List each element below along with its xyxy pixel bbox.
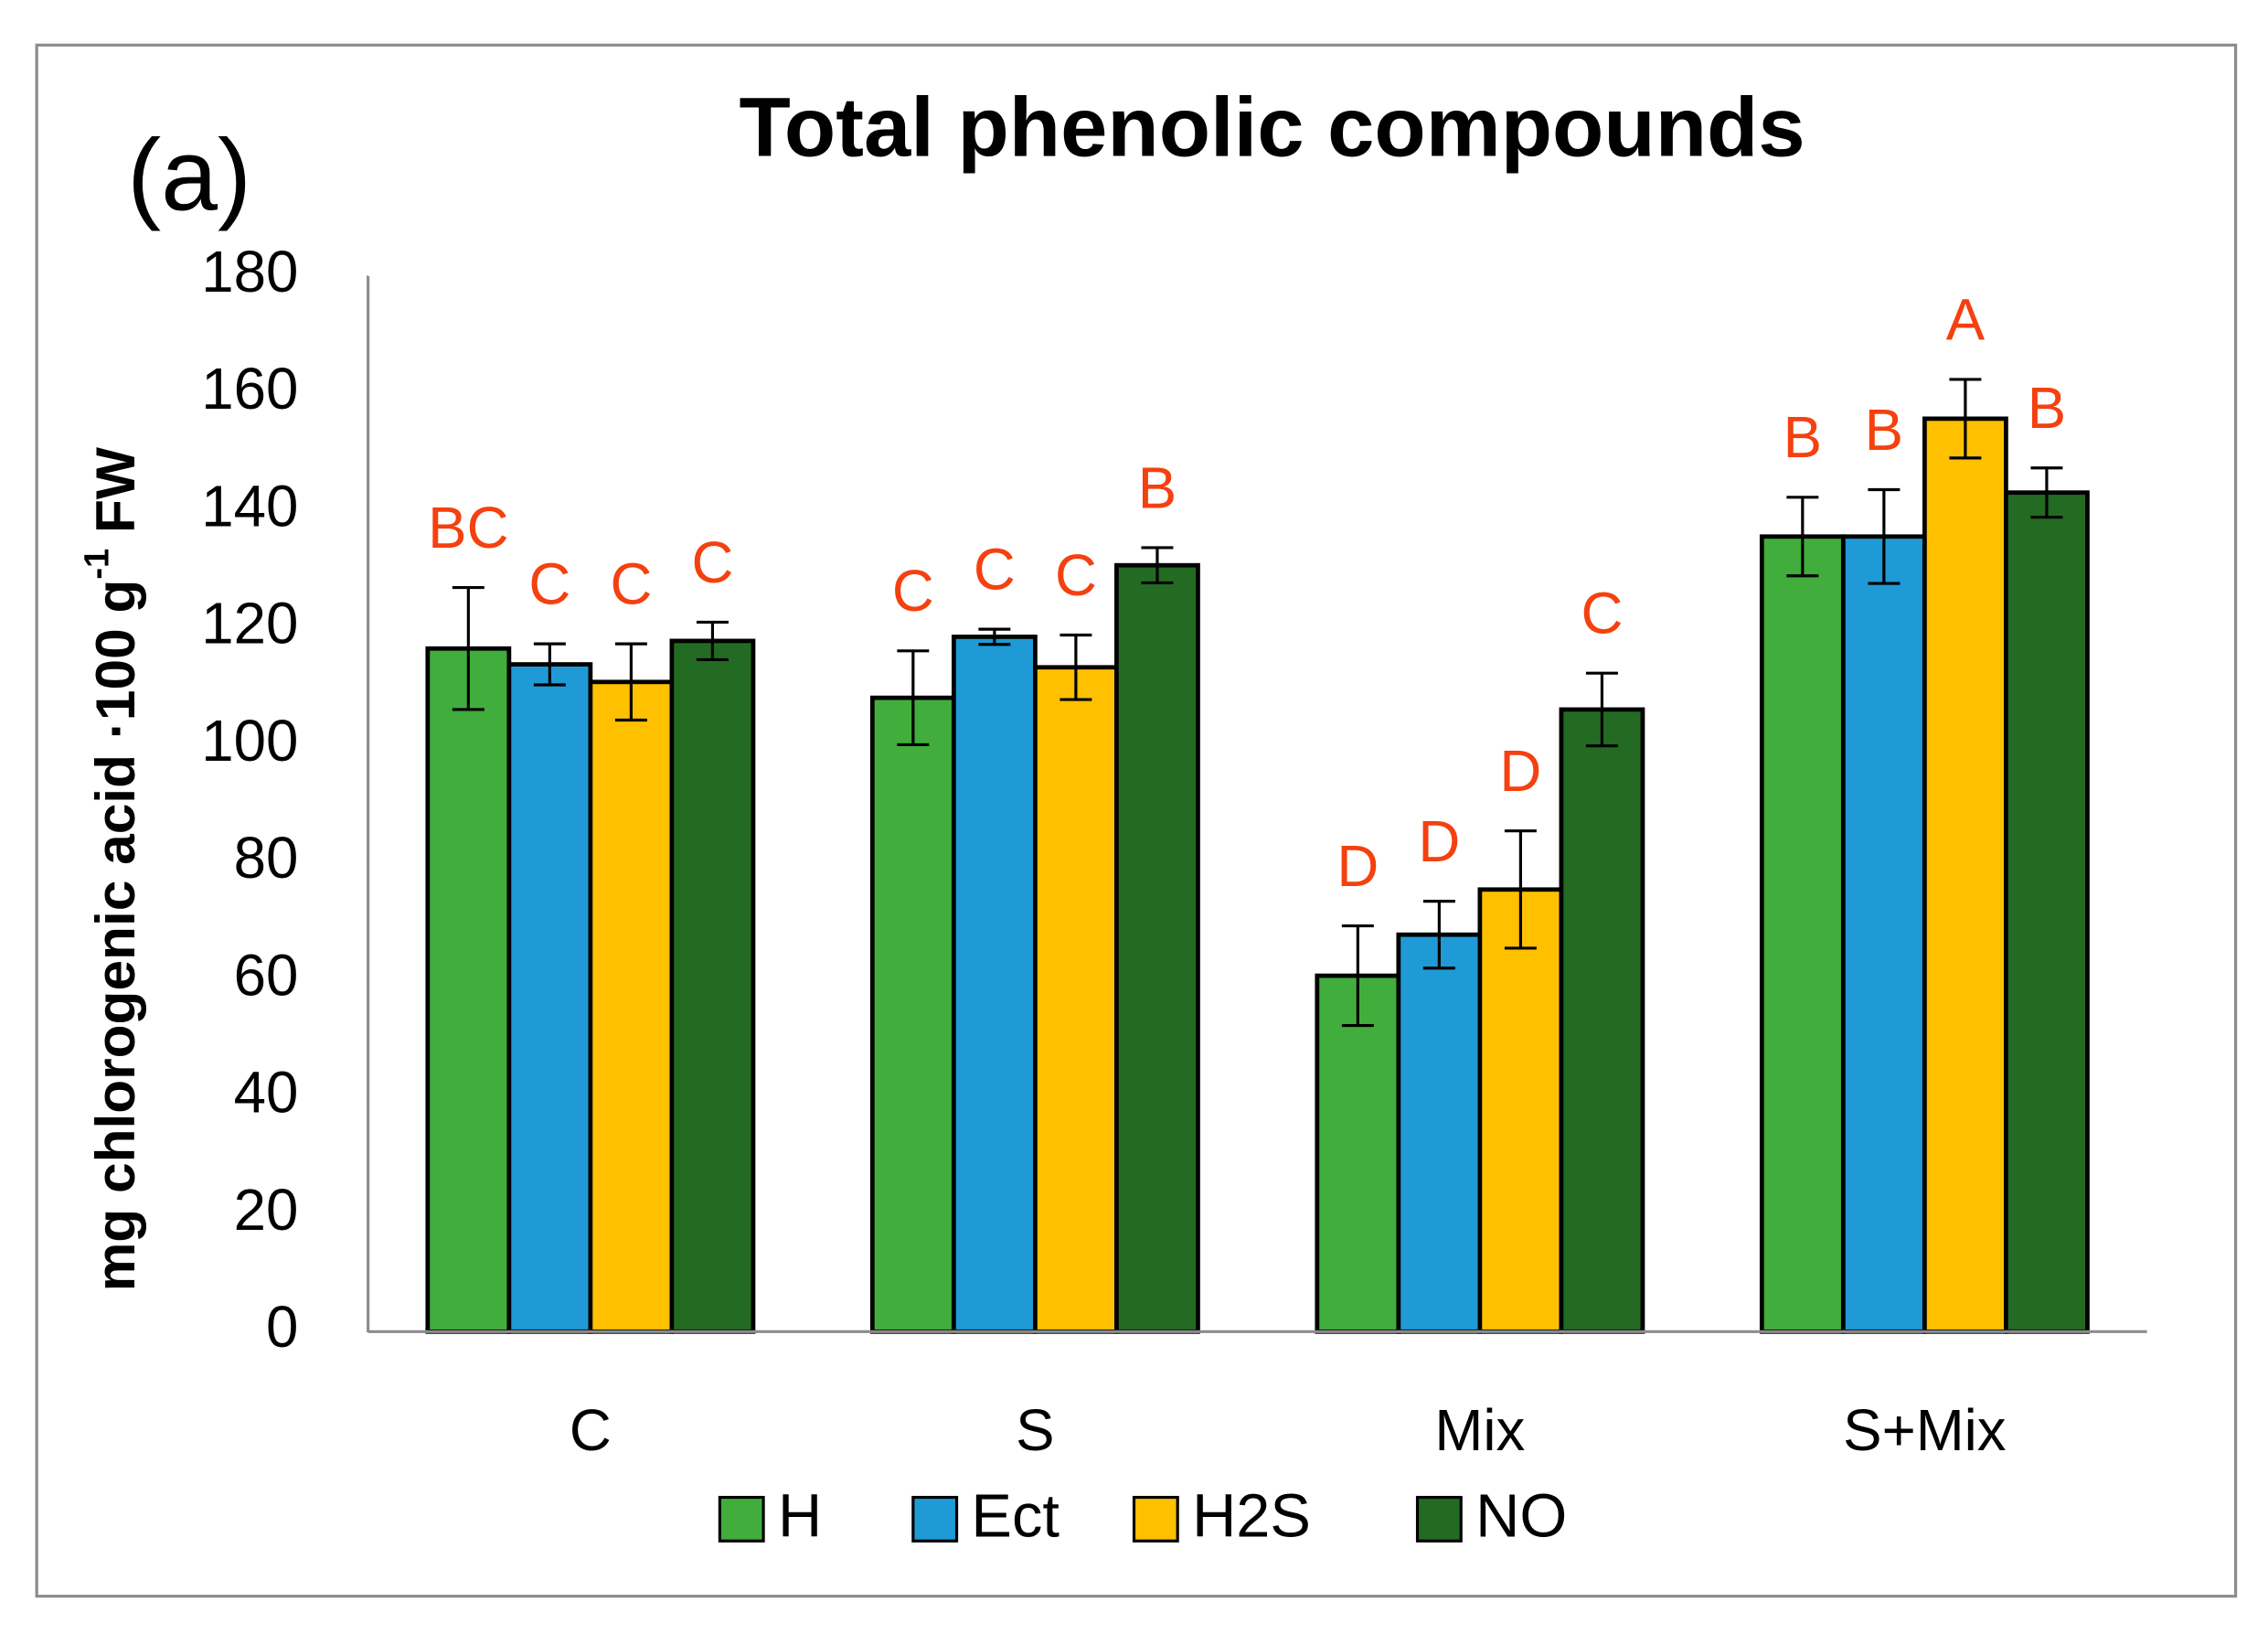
significance-letter: A	[1946, 287, 1986, 352]
error-bar	[1786, 496, 1819, 578]
error-bar	[452, 585, 484, 711]
bar	[1759, 534, 1846, 1334]
error-bar	[897, 649, 930, 747]
significance-letter: D	[1336, 834, 1379, 899]
legend-label: Ect	[971, 1483, 1059, 1551]
significance-letter: D	[1418, 809, 1460, 874]
bar	[588, 679, 675, 1334]
significance-letter: C	[528, 552, 570, 617]
significance-letter: C	[892, 559, 934, 624]
x-tick-label: Mix	[1434, 1398, 1525, 1463]
significance-letter: B	[2028, 376, 2066, 441]
chart-title: Total phenolic compounds	[739, 80, 1805, 175]
y-label-text-end: FW	[84, 447, 146, 549]
y-label-superscript: -1	[78, 549, 117, 580]
error-bar	[696, 620, 729, 662]
error-bar	[1868, 487, 1901, 585]
x-tick-label: S	[1016, 1398, 1054, 1463]
y-tick-label: 140	[201, 474, 298, 539]
error-bar	[1341, 924, 1374, 1028]
error-bar	[2030, 466, 2063, 519]
bar	[951, 635, 1038, 1334]
bar	[1396, 932, 1483, 1334]
x-tick-label: S+Mix	[1843, 1398, 2007, 1463]
error-bar	[1059, 633, 1092, 701]
significance-letter: C	[1055, 543, 1097, 608]
legend-swatch	[911, 1495, 959, 1543]
significance-letter: C	[610, 552, 652, 617]
legend-swatch	[1415, 1495, 1463, 1543]
bar	[1840, 534, 1927, 1334]
significance-letter: C	[691, 530, 733, 595]
legend-label: NO	[1475, 1483, 1567, 1551]
y-tick-label: 20	[234, 1178, 299, 1243]
y-label-text: mg chlorogenic acid ·100 g	[84, 580, 146, 1292]
significance-letter: B	[1865, 398, 1903, 463]
y-axis-label: mg chlorogenic acid ·100 g-1 FW	[78, 447, 146, 1291]
significance-letter: C	[974, 537, 1016, 602]
significance-letter: B	[1784, 405, 1822, 470]
y-tick-label: 60	[234, 943, 299, 1008]
bar	[1114, 562, 1200, 1334]
bar	[1477, 887, 1564, 1334]
y-tick-label: 40	[234, 1061, 299, 1126]
error-bar	[1141, 546, 1174, 585]
bar	[506, 662, 593, 1334]
bar	[1559, 707, 1645, 1334]
bar	[869, 695, 956, 1334]
error-bar	[1949, 378, 1982, 460]
y-tick-label: 120	[201, 592, 298, 657]
bar	[1033, 665, 1119, 1334]
bar	[1922, 416, 2008, 1334]
y-tick-label: 0	[266, 1295, 298, 1360]
y-tick-label: 160	[201, 357, 298, 422]
y-tick-label: 180	[201, 240, 298, 304]
significance-letter: D	[1499, 739, 1541, 804]
significance-letter: C	[1581, 582, 1623, 646]
y-tick-label: 100	[201, 709, 298, 774]
bar	[425, 646, 512, 1334]
error-bar	[614, 642, 647, 722]
significance-letter: B	[1138, 455, 1177, 520]
legend-label: H	[778, 1483, 822, 1551]
significance-letter: BC	[428, 496, 508, 561]
y-tick-label: 80	[234, 826, 299, 891]
panel-label: (a)	[127, 118, 251, 232]
bar	[2004, 490, 2090, 1334]
x-tick-label: C	[570, 1398, 612, 1463]
legend-swatch	[1132, 1495, 1179, 1543]
bar	[669, 638, 756, 1334]
error-bar	[533, 642, 566, 687]
legend-label: H2S	[1192, 1483, 1311, 1551]
error-bar	[1504, 829, 1537, 950]
bar	[1315, 973, 1401, 1334]
error-bar	[1585, 671, 1618, 748]
error-bar	[1422, 900, 1455, 970]
legend-swatch	[718, 1495, 765, 1543]
error-bar	[978, 627, 1011, 646]
